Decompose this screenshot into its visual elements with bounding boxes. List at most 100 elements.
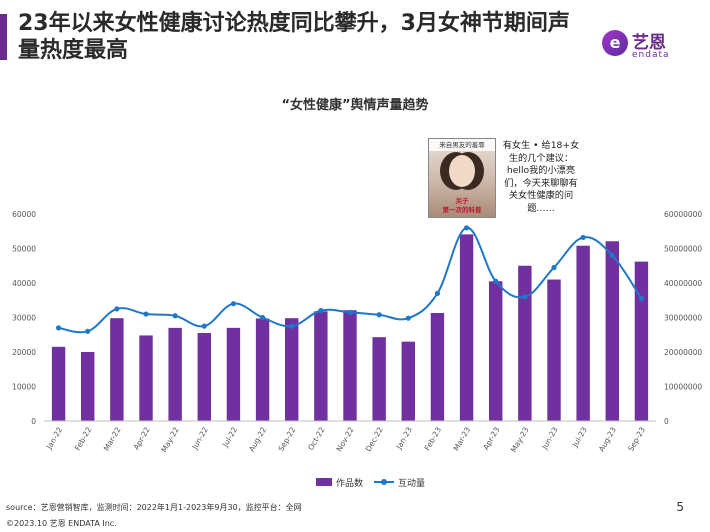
- x-axis-tick-label: Feb-22: [73, 425, 94, 452]
- line-point-Sep-23: [638, 295, 645, 302]
- right-axis-tick-label: 60000000: [664, 210, 702, 219]
- bar-Feb-22: [81, 352, 95, 421]
- sample-post-card: 来自男友的羞辱 关于 第一次的科普 有女生 • 给18+女生的几个建议：hell…: [428, 138, 579, 218]
- left-axis-tick-label: 60000: [12, 210, 36, 219]
- right-y-axis: 0 10000000 20000000 30000000 40000000 5000000…: [664, 210, 702, 426]
- x-axis-tick-label: Oct-22: [306, 425, 327, 452]
- left-axis-tick-label: 50000: [12, 245, 36, 254]
- line-point-Feb-23: [434, 290, 441, 296]
- bar-Dec-22: [372, 337, 386, 421]
- bar-series: [51, 234, 649, 421]
- right-axis-tick-label: 10000000: [664, 383, 702, 392]
- bar-May-23: [518, 265, 532, 421]
- line-point-Jul-23: [580, 234, 586, 241]
- source-note: source：艺恩营销智库，监测时间：2022年1月1-2023年9月30，监控…: [6, 503, 302, 512]
- x-axis-tick-label: Jan-23: [394, 425, 414, 451]
- bar-Apr-23: [489, 281, 503, 421]
- x-axis: Jan-22 Feb-22 Mar-22 Apr-22 May-22 Jun-22 Jul-…: [44, 420, 656, 454]
- bar-Sep-23: [634, 261, 649, 421]
- page-number: 5: [676, 500, 684, 514]
- legend-bar-swatch: [316, 478, 332, 486]
- x-axis-tick-label: Jun-22: [190, 425, 210, 451]
- bar-Mar-23: [459, 234, 474, 421]
- x-axis-tick-label: Aug-23: [597, 425, 618, 453]
- bar-Aug-23: [605, 241, 619, 421]
- line-point-May-23: [522, 294, 528, 300]
- legend-label-interactions: 互动量: [398, 479, 426, 489]
- x-axis-tick-label: Dec-22: [364, 425, 385, 453]
- legend-item-interactions: 互动量: [374, 476, 425, 489]
- line-point-Jun-23: [551, 264, 557, 271]
- bar-Jun-22: [197, 333, 211, 421]
- line-point-Nov-22: [347, 309, 353, 315]
- bar-Sep-22: [285, 318, 299, 421]
- left-axis-tick-label: 20000: [12, 348, 36, 357]
- line-series: [55, 225, 645, 334]
- chart-title: “女性健康”舆情声量趋势: [281, 98, 429, 113]
- bar-Apr-22: [139, 335, 153, 421]
- page-title: 23年以来女性健康讨论热度同比攀升，3月女神节期间声量热度最高: [18, 11, 570, 63]
- thumbnail-caption-bottom: 关于 第一次的科普: [442, 197, 482, 214]
- logo-mark-icon: e: [602, 30, 628, 56]
- line-point-Mar-22: [114, 306, 120, 312]
- x-axis-tick-label: Mar-23: [452, 425, 473, 452]
- bar-Jul-23: [576, 245, 590, 421]
- line-point-Jul-22: [230, 301, 237, 307]
- line-point-Mar-23: [463, 225, 470, 231]
- x-axis-tick-label: Jun-23: [539, 425, 559, 451]
- right-axis-tick-label: 40000000: [664, 279, 702, 288]
- logo-name-en: endata: [632, 50, 670, 60]
- x-axis-tick-label: Aug-22: [247, 425, 268, 453]
- title-accent-bar: [0, 14, 7, 60]
- line-point-Jun-22: [201, 323, 207, 329]
- line-point-Apr-23: [493, 278, 499, 284]
- legend-label-works: 作品数: [336, 479, 364, 489]
- post-thumbnail: 来自男友的羞辱 关于 第一次的科普: [428, 138, 496, 218]
- left-axis-tick-label: 40000: [12, 279, 36, 288]
- legend-line-dot: [381, 479, 387, 485]
- line-point-Apr-22: [143, 311, 149, 317]
- line-point-Jan-23: [405, 315, 411, 321]
- line-point-Aug-23: [609, 252, 615, 258]
- x-axis-tick-label: Jul-22: [220, 425, 239, 449]
- thumbnail-caption-top: 来自男友的羞辱: [429, 139, 495, 151]
- right-axis-tick-label: 0: [664, 417, 669, 426]
- x-axis-tick-label: Feb-23: [423, 425, 444, 452]
- line-point-Oct-22: [318, 308, 324, 314]
- x-axis-tick-label: Mar-22: [102, 425, 123, 452]
- x-axis-tick-label: Jan-22: [44, 425, 64, 451]
- logo-name-cn: 艺恩: [632, 33, 666, 53]
- line-point-Aug-22: [259, 314, 266, 321]
- left-y-axis: 0 10000 20000 30000 40000 50000 60000: [12, 210, 36, 426]
- line-point-Feb-22: [85, 328, 91, 334]
- bar-Mar-22: [110, 318, 124, 421]
- bar-Aug-22: [255, 318, 270, 421]
- bar-Jan-22: [51, 346, 66, 421]
- line-point-May-22: [172, 313, 178, 319]
- bar-Feb-23: [430, 313, 445, 421]
- bar-Oct-22: [314, 311, 328, 421]
- x-axis-tick-label: Sep-22: [276, 425, 297, 453]
- left-axis-tick-label: 30000: [12, 314, 36, 323]
- left-axis-tick-label: 0: [31, 417, 36, 426]
- copyright: ©2023.10 艺恩 ENDATA Inc.: [6, 519, 117, 528]
- line-point-Jan-22: [55, 325, 62, 331]
- x-axis-tick-label: Nov-22: [335, 425, 356, 453]
- x-axis-tick-label: Apr-22: [132, 425, 152, 451]
- bar-May-22: [168, 327, 182, 421]
- thumbnail-person: [449, 155, 475, 187]
- right-axis-tick-label: 20000000: [664, 348, 702, 357]
- x-axis-tick-label: Sep-23: [626, 425, 647, 453]
- line-point-Dec-22: [376, 312, 382, 318]
- x-axis-tick-label: Apr-23: [481, 425, 501, 451]
- line-point-Sep-22: [289, 323, 295, 329]
- legend-item-works: 作品数: [316, 476, 363, 489]
- post-excerpt: 有女生 • 给18+女生的几个建议：hello我的小漂亮们，今天来聊聊有关女性健…: [502, 140, 580, 214]
- endata-logo: e 艺恩 endata: [598, 24, 698, 68]
- right-axis-tick-label: 50000000: [664, 245, 702, 254]
- x-axis-tick-label: May-23: [509, 425, 531, 454]
- left-axis-tick-label: 10000: [12, 383, 36, 392]
- bar-Jul-22: [226, 327, 241, 421]
- right-axis-tick-label: 30000000: [664, 314, 702, 323]
